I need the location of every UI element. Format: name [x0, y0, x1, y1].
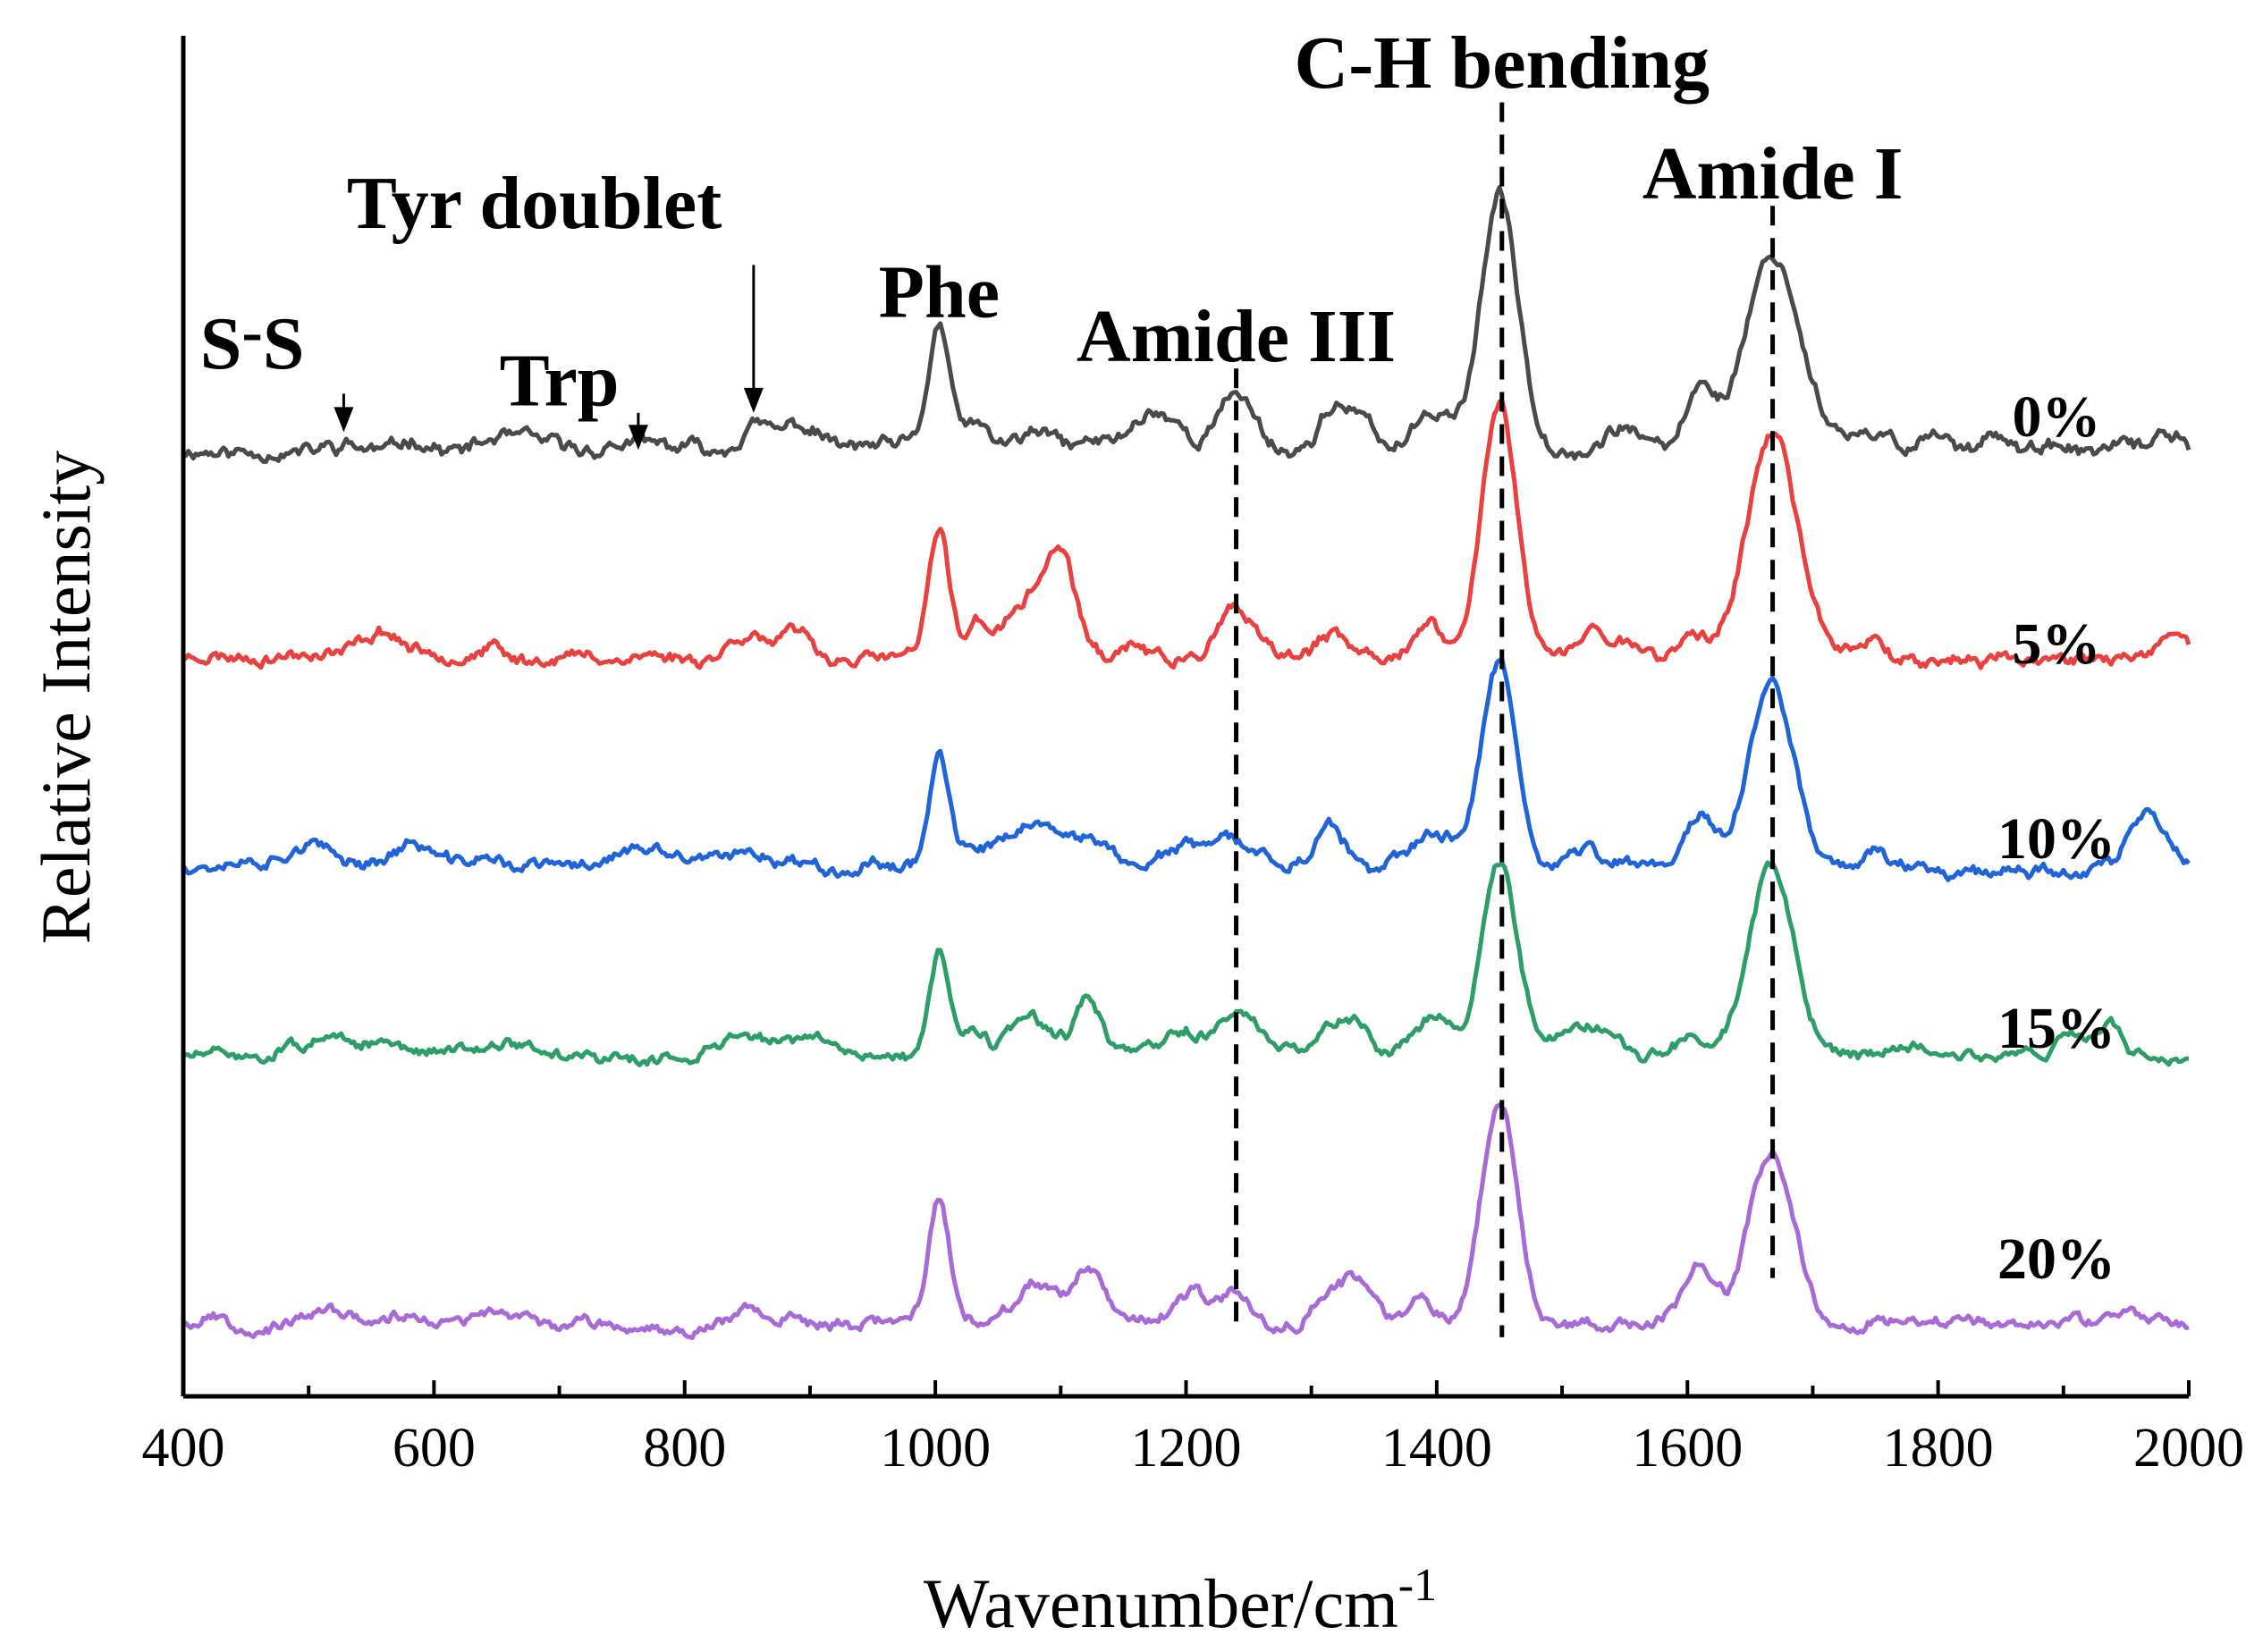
annotation-ch-bending: C-H bending [1295, 21, 1710, 105]
x-tick-label-1200: 1200 [1131, 1418, 1242, 1479]
series-line-10pct [181, 656, 2191, 882]
annotation-ss: S-S [200, 298, 305, 385]
series-label-0: 0% [2013, 384, 2101, 450]
arrow-head-1 [628, 425, 648, 451]
series-label-15: 15% [1997, 996, 2115, 1061]
x-tick-label-800: 800 [643, 1418, 726, 1479]
annotation-group: S-S Trp Tyr doublet Phe Amide III C-H be… [200, 21, 1904, 423]
series-line-15pct [182, 860, 2190, 1067]
series-label-10: 10% [1997, 806, 2115, 872]
series-line-0pct [182, 185, 2191, 464]
x-tick-label-1400: 1400 [1381, 1418, 1492, 1479]
annotation-trp: Trp [500, 340, 620, 423]
x-axis-title: Wavenumber/cm-1 [924, 1560, 1437, 1642]
annotation-tyr-doublet: Tyr doublet [347, 162, 722, 245]
annotation-arrow-group [334, 265, 764, 451]
x-tick-group: 400 600 800 1000 1200 1400 1600 1800 2000 [142, 1380, 2244, 1479]
annotation-phe: Phe [879, 250, 1000, 333]
y-axis-title: Relative Intensity [27, 451, 105, 944]
x-tick-label-2000: 2000 [2133, 1418, 2244, 1479]
series-label-5: 5% [2013, 611, 2101, 677]
spectra-series-group [181, 185, 2191, 1341]
annotation-amide-i: Amide I [1642, 132, 1904, 215]
x-tick-label-1600: 1600 [1632, 1418, 1743, 1479]
x-tick-label-1800: 1800 [1883, 1418, 1994, 1479]
dashed-marker-group [1234, 102, 1776, 1337]
series-line-20pct [182, 1102, 2190, 1341]
series-label-20: 20% [1997, 1226, 2115, 1292]
x-tick-label-400: 400 [142, 1418, 225, 1479]
x-tick-label-600: 600 [393, 1418, 476, 1479]
annotation-amide-iii: Amide III [1077, 295, 1396, 378]
series-label-group: 0% 5% 10% 15% 20% [1997, 384, 2115, 1292]
arrow-head-0 [334, 407, 354, 433]
series-line-5pct [182, 398, 2191, 670]
arrow-head-2 [743, 387, 764, 413]
x-tick-label-1000: 1000 [880, 1418, 991, 1479]
